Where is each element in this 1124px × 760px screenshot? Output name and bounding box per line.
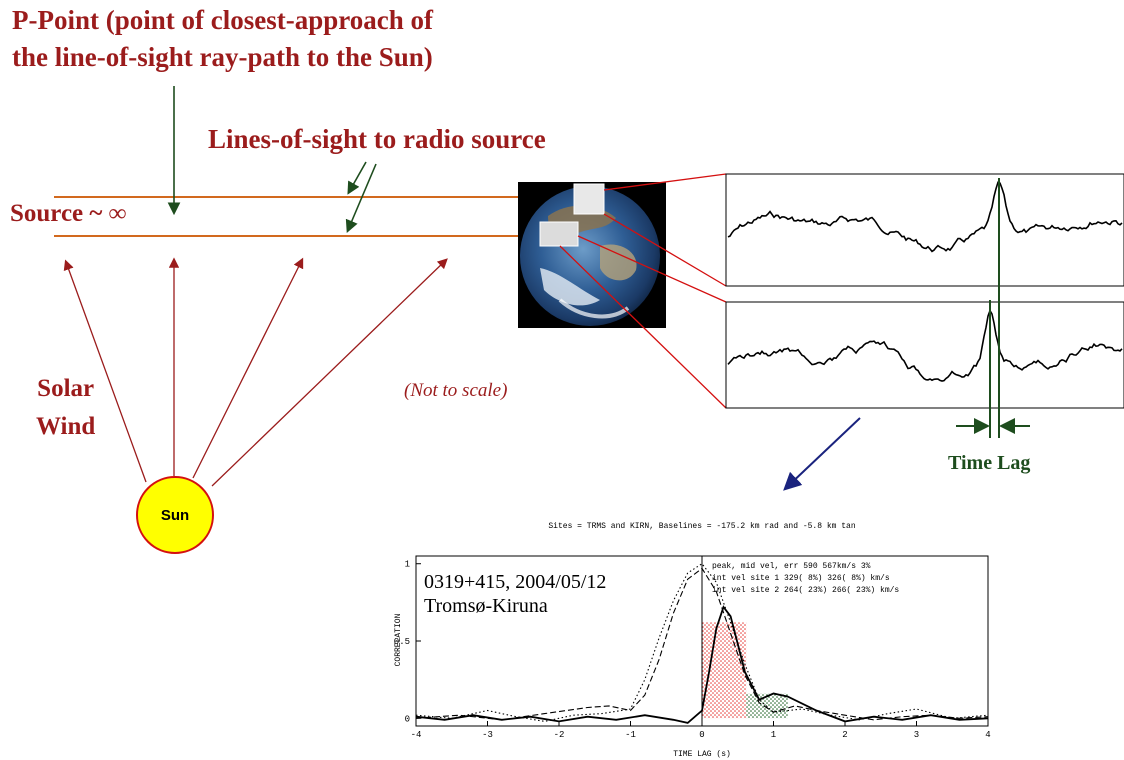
- sun-label: Sun: [160, 506, 190, 524]
- sun: Sun: [136, 476, 214, 554]
- p-point-title-line2: the line-of-sight ray-path to the Sun): [12, 42, 433, 72]
- time-series-panel-1: [725, 173, 1124, 287]
- solar-wind-line2: Wind: [36, 413, 96, 440]
- source-label: Source ~ ∞: [10, 200, 127, 227]
- chart-title: Sites = TRMS and KIRN, Baselines = -175.…: [548, 522, 855, 531]
- x-tick-label: -2: [554, 730, 565, 740]
- los-arrow-2: [345, 163, 377, 233]
- x-tick-label: -1: [625, 730, 636, 740]
- time-lag-label: Time Lag: [948, 452, 1031, 474]
- solar-wind-line1: Solar: [37, 375, 95, 402]
- chart-x-axis-label: TIME LAG (s): [673, 750, 731, 759]
- chart-info-line-3: int vel site 2 264( 23%) 266( 23%) km/s: [712, 586, 899, 595]
- p-point-title-line1: P-Point (point of closest-approach of: [12, 5, 433, 35]
- correlation-chart: Sites = TRMS and KIRN, Baselines = -175.…: [394, 522, 991, 759]
- correlation-series-dotted: [415, 562, 989, 722]
- time-series-panel-2: [725, 301, 1124, 409]
- x-tick-label: 4: [985, 730, 990, 740]
- lines-of-sight-label: Lines-of-sight to radio source: [208, 124, 546, 154]
- x-tick-label: 0: [699, 730, 704, 740]
- correlation-series-solid: [415, 605, 989, 724]
- chart-annotation-source: 0319+415, 2004/05/12: [424, 571, 606, 593]
- x-tick-label: 1: [771, 730, 776, 740]
- solar-wind-arrows: [63, 257, 448, 487]
- los-arrow-1: [347, 161, 367, 195]
- chart-y-axis-label: CORRELATION: [394, 613, 403, 666]
- y-tick-label: 0: [405, 714, 410, 724]
- y-tick-label: 1: [405, 560, 410, 570]
- x-tick-label: -3: [482, 730, 493, 740]
- x-tick-label: 3: [914, 730, 919, 740]
- x-tick-label: -4: [411, 730, 422, 740]
- chart-info-line-1: peak, mid vel, err 590 567km/s 3%: [712, 562, 871, 571]
- earth-image: [518, 182, 666, 328]
- y-tick-label: 0.5: [394, 637, 410, 647]
- not-to-scale-note: (Not to scale): [404, 380, 508, 401]
- blue-arrow: [783, 417, 861, 491]
- p-point-title: P-Point (point of closest-approach of th…: [12, 2, 433, 76]
- solar-wind-label: Solar Wind: [36, 370, 95, 446]
- x-tick-label: 2: [842, 730, 847, 740]
- chart-info-line-2: int vel site 1 329( 8%) 326( 8%) km/s: [712, 574, 890, 583]
- chart-annotation-sites: Tromsø-Kiruna: [424, 595, 548, 617]
- station-connectors: [559, 173, 727, 409]
- correlation-series-dashed: [415, 567, 989, 721]
